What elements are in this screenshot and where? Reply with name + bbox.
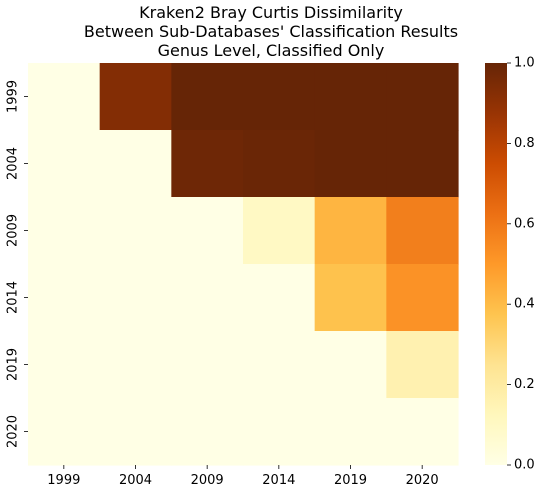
heatmap-cell: [314, 264, 387, 332]
heatmap-cell: [28, 398, 101, 466]
heatmap-cell: [99, 130, 172, 198]
heatmap-cell: [171, 398, 244, 466]
heatmap-cell: [28, 63, 101, 131]
heatmap-cell: [314, 63, 387, 131]
heatmap-cell: [28, 130, 101, 198]
heatmap-cell: [386, 130, 459, 198]
y-tick-label: 2009: [6, 214, 21, 247]
heatmap-cell: [28, 331, 101, 399]
heatmap-cell: [243, 63, 316, 131]
heatmap-cell: [314, 331, 387, 399]
heatmap-cell: [171, 264, 244, 332]
chart-title-line: Genus Level, Classified Only: [158, 41, 385, 60]
x-tick-label: 2019: [334, 473, 367, 488]
heatmap-cell: [243, 197, 316, 265]
y-tick-label: 1999: [6, 80, 21, 113]
colorbar: 0.0 0.2 0.4 0.6 0.8 1.0: [485, 56, 535, 473]
heatmap-cell: [243, 398, 316, 466]
heatmap-cell: [99, 331, 172, 399]
colorbar-tick-label: 0.6: [514, 216, 535, 231]
chart-title-line: Kraken2 Bray Curtis Dissimilarity: [139, 3, 403, 22]
x-tick-label: 2020: [406, 473, 439, 488]
x-tick-label: 2004: [119, 473, 152, 488]
heatmap-cell: [99, 264, 172, 332]
heatmap-cell: [243, 264, 316, 332]
heatmap-cells: [28, 63, 459, 466]
x-tick-label: 2009: [191, 473, 224, 488]
heatmap-cell: [243, 130, 316, 198]
heatmap-cell: [99, 197, 172, 265]
chart-title: Kraken2 Bray Curtis DissimilarityBetween…: [84, 3, 458, 60]
heatmap-cell: [99, 398, 172, 466]
heatmap-cell: [171, 63, 244, 131]
heatmap-cell: [171, 331, 244, 399]
y-tick-label: 2004: [6, 147, 21, 180]
heatmap-cell: [28, 264, 101, 332]
y-tick-label: 2020: [6, 415, 21, 448]
heatmap-cell: [386, 63, 459, 131]
heatmap-cell: [386, 331, 459, 399]
x-tick-label: 1999: [47, 473, 80, 488]
heatmap-cell: [243, 331, 316, 399]
colorbar-gradient: [485, 63, 507, 465]
heatmap-cell: [28, 197, 101, 265]
colorbar-tick-label: 0.2: [514, 377, 535, 392]
heatmap-cell: [314, 130, 387, 198]
heatmap-cell: [386, 398, 459, 466]
colorbar-tick-label: 0.8: [514, 136, 535, 151]
heatmap-cell: [314, 197, 387, 265]
heatmap-cell: [386, 264, 459, 332]
chart-title-line: Between Sub-Databases' Classification Re…: [84, 22, 458, 41]
heatmap-cell: [386, 197, 459, 265]
colorbar-tick-label: 0.4: [514, 297, 535, 312]
colorbar-tick-label: 0.0: [514, 458, 535, 473]
y-axis-ticks: 1999 2004 2009 2014 2019 2020: [6, 80, 28, 448]
heatmap-cell: [314, 398, 387, 466]
y-tick-label: 2019: [6, 348, 21, 381]
x-axis-ticks: 1999 2004 2009 2014 2019 2020: [47, 465, 439, 488]
heatmap-cell: [171, 130, 244, 198]
heatmap-cell: [99, 63, 172, 131]
heatmap-cell: [171, 197, 244, 265]
y-tick-label: 2014: [6, 281, 21, 314]
colorbar-tick-label: 1.0: [514, 56, 535, 71]
x-tick-label: 2014: [262, 473, 295, 488]
